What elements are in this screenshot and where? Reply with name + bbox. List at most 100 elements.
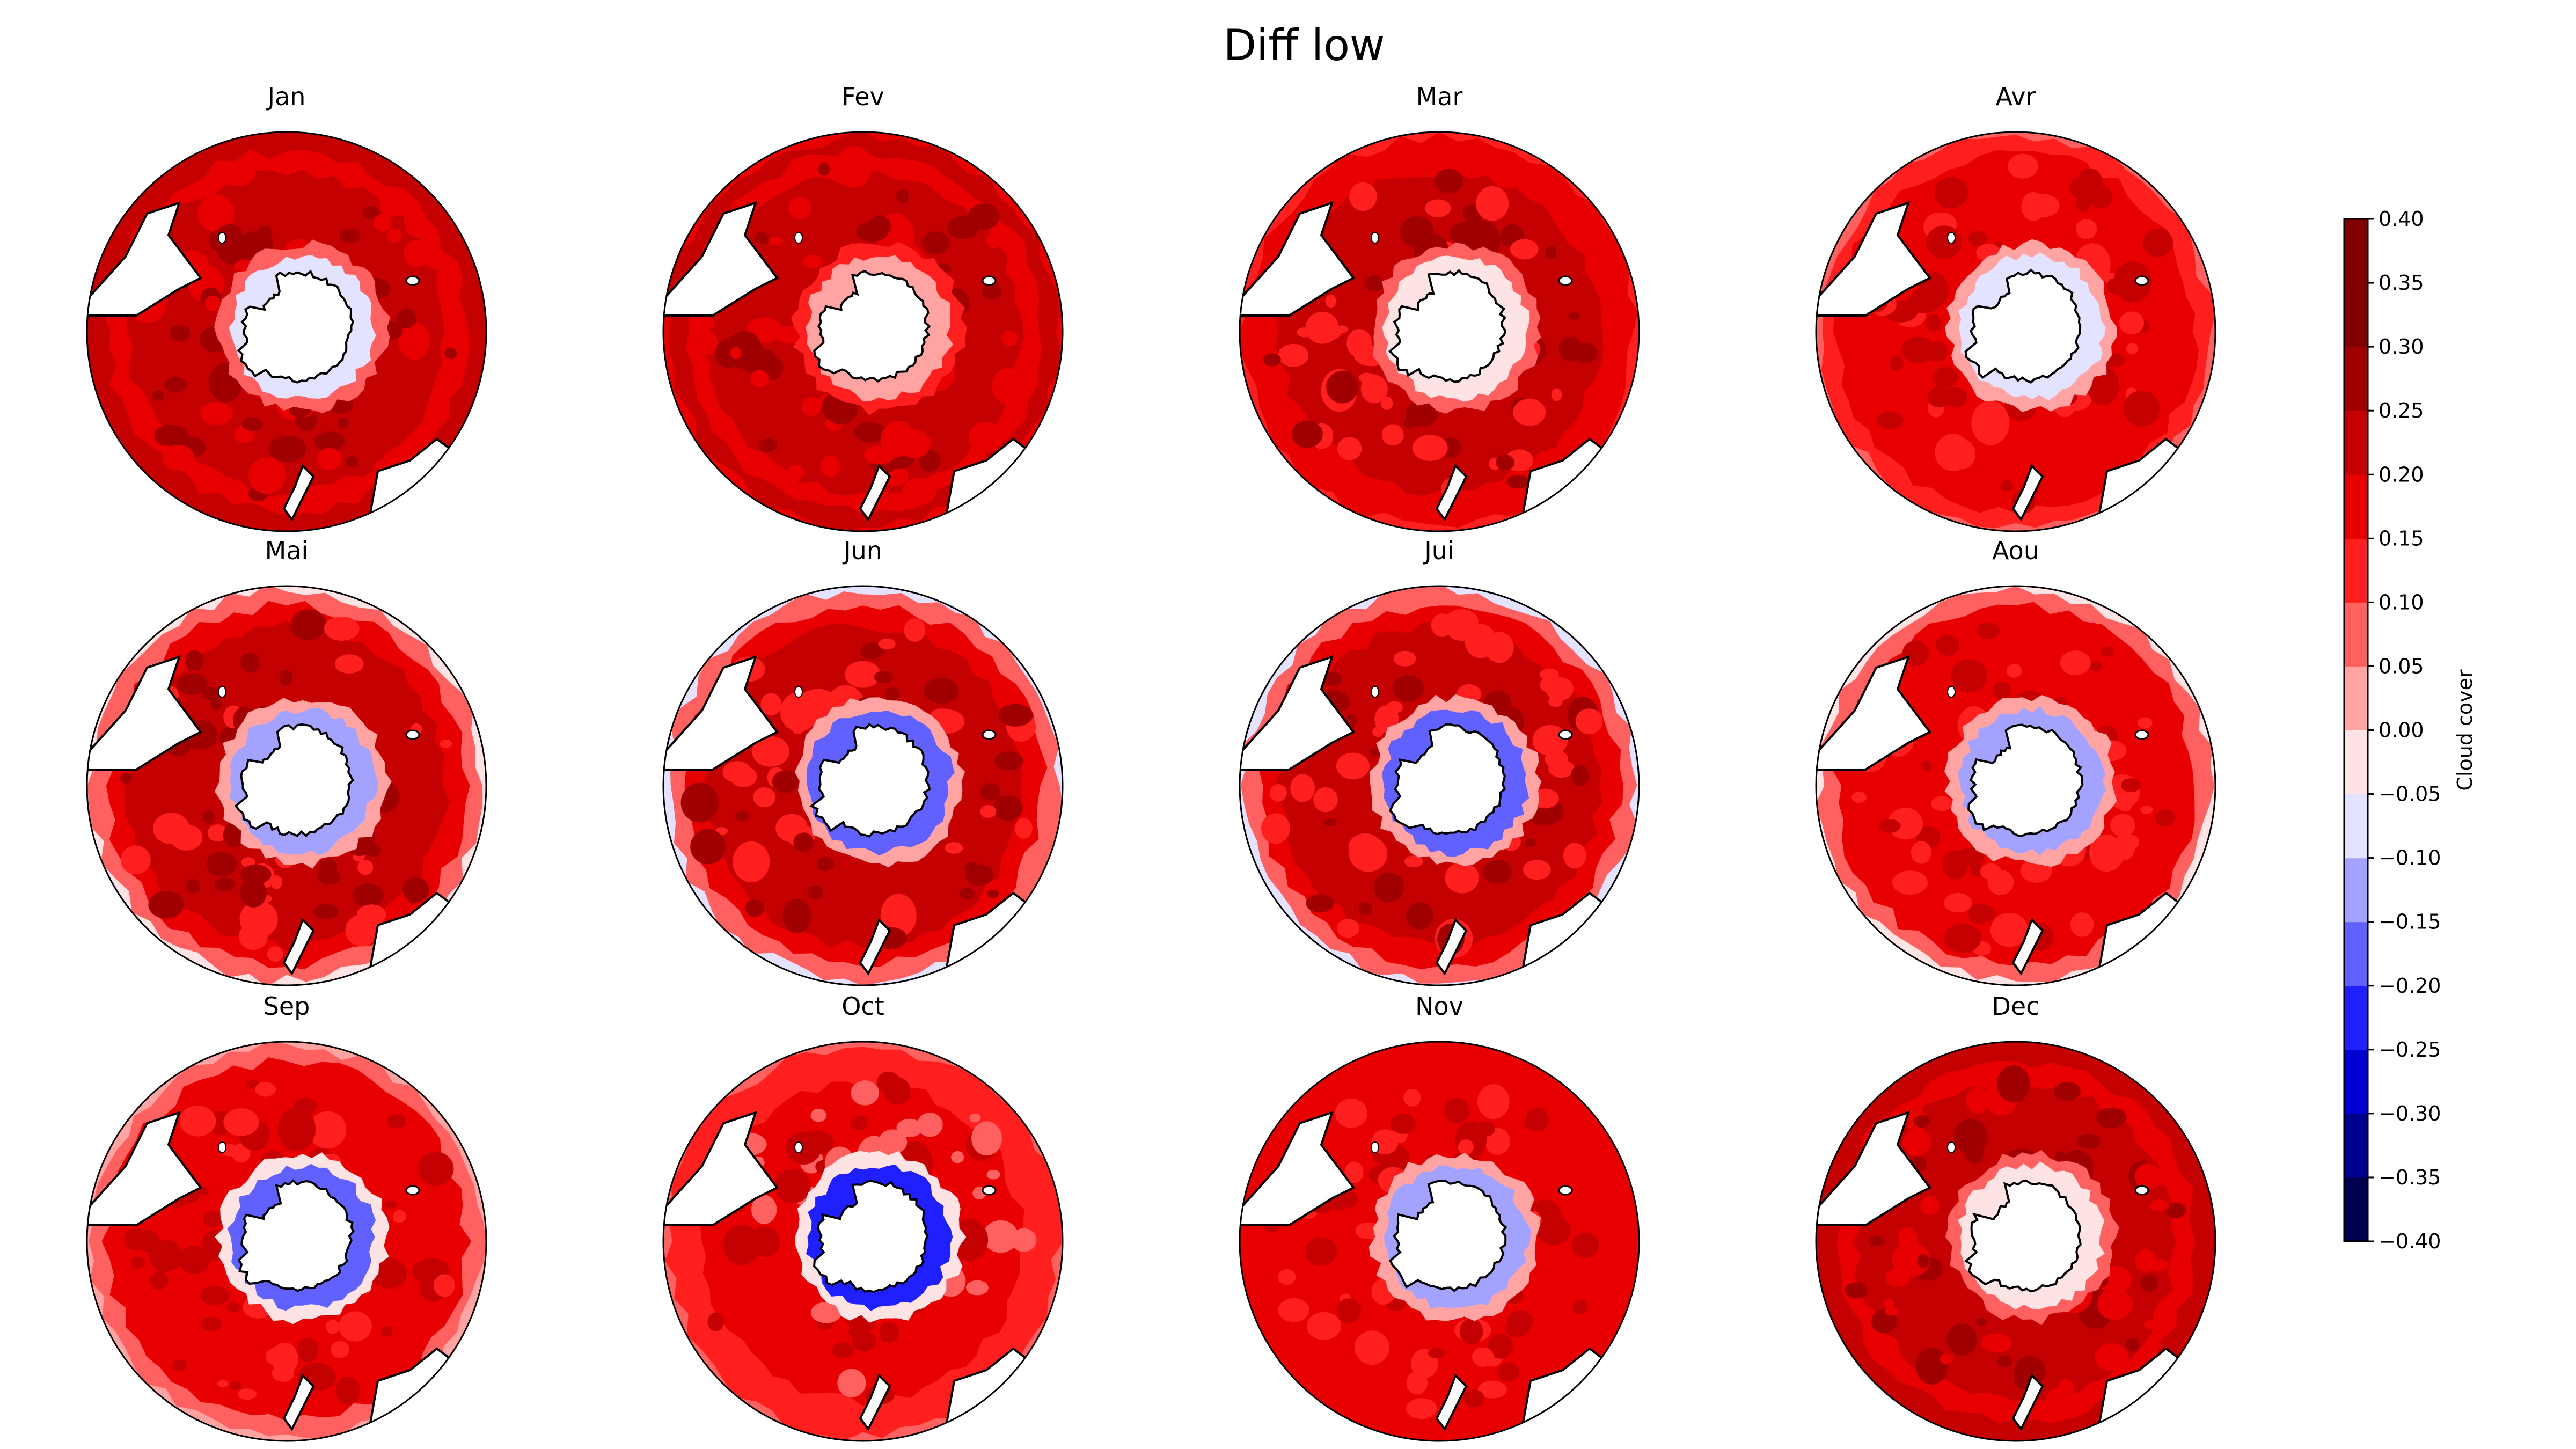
contour-blob — [2137, 717, 2153, 729]
contour-blob — [1575, 708, 1603, 734]
contour-blob — [1482, 860, 1512, 884]
contour-blob — [735, 811, 749, 821]
south-america-coastline — [663, 201, 779, 317]
contour-blob — [1845, 1282, 1868, 1299]
contour-blob — [968, 203, 1000, 230]
island-south-georgia — [794, 232, 803, 244]
contour-blob — [897, 917, 914, 930]
map-boundary — [1815, 1041, 2216, 1442]
contour-blob — [1996, 1065, 2030, 1103]
contour-blob — [863, 445, 895, 465]
contour-blob — [1551, 388, 1562, 401]
island-kerguelen — [2134, 1185, 2149, 1196]
contour-blob — [726, 331, 763, 369]
contour-blob — [267, 946, 283, 962]
contour-blob — [2089, 835, 2125, 872]
contour-blob — [2006, 664, 2022, 678]
contour-blob — [982, 282, 1002, 300]
contour-blob — [1359, 372, 1375, 383]
contour-blob — [1325, 295, 1337, 308]
contour-blob — [745, 899, 765, 917]
contour-blob — [959, 888, 975, 900]
new-zealand-coastline — [859, 918, 891, 976]
contour-blob — [1887, 808, 1923, 840]
contour-blob — [353, 890, 366, 900]
contour-blob — [1540, 677, 1558, 693]
contour-blob — [1381, 424, 1404, 446]
contour-blob — [402, 877, 430, 903]
map-panel: Avr — [1815, 82, 2216, 532]
contour-blob — [2126, 343, 2139, 354]
cloud-cover-field — [87, 132, 486, 531]
contour-blob — [1571, 1232, 1599, 1258]
contour-blob — [1425, 199, 1451, 217]
contour-blob — [162, 445, 195, 471]
contour-blob — [398, 323, 430, 360]
contour-blob — [1869, 1236, 1885, 1246]
island-kerguelen — [1558, 729, 1573, 740]
contour-blob — [1406, 1371, 1428, 1395]
map-panel: Oct — [662, 992, 1064, 1442]
contour-blob — [2101, 646, 2113, 657]
contour-blob — [345, 914, 378, 947]
contour-blob — [1306, 1312, 1341, 1340]
contour-blob — [1278, 1269, 1296, 1285]
new-zealand-coastline — [2011, 918, 2044, 976]
contour-blob — [986, 1169, 1000, 1180]
contour-blob — [801, 397, 822, 416]
contour-blob — [120, 845, 151, 875]
contour-blob — [1950, 659, 1987, 693]
contour-blob — [787, 465, 804, 481]
contour-blob — [802, 255, 824, 268]
island-kerguelen — [2134, 275, 2149, 286]
panel-title: Mar — [1416, 82, 1463, 111]
contour-blob — [2053, 1081, 2081, 1101]
panel-title: Jun — [842, 536, 882, 565]
contour-blob — [1944, 892, 1972, 913]
contour-blob — [1015, 818, 1033, 839]
colorbar-segment — [2344, 1177, 2368, 1242]
map-boundary — [662, 1041, 1064, 1442]
map-boundary — [662, 131, 1064, 532]
contour-blob — [1523, 860, 1551, 880]
contour-blob — [1393, 650, 1416, 667]
contour-blob — [218, 161, 255, 187]
contour-blob — [1545, 246, 1557, 259]
contour-blob — [1975, 1318, 1987, 1327]
contour-blob — [772, 770, 799, 793]
contour-blob — [1525, 838, 1536, 847]
contour-blob — [169, 325, 191, 342]
contour-blob — [433, 1274, 456, 1297]
contour-blob — [2135, 1249, 2157, 1272]
contour-blob — [440, 740, 452, 748]
contour-blob — [373, 214, 391, 232]
contour-blob — [807, 885, 823, 899]
contour-blob — [387, 229, 402, 243]
contour-blob — [749, 1226, 780, 1257]
contour-blob — [279, 670, 293, 686]
contour-blob — [240, 652, 260, 673]
colorbar-segment — [2344, 921, 2368, 986]
contour-blob — [2076, 219, 2097, 239]
contour-blob — [404, 240, 430, 267]
cloud-cover-field — [87, 1042, 486, 1441]
contour-blob — [338, 418, 349, 428]
new-zealand-coastline — [282, 918, 315, 976]
contour-blob — [1944, 924, 1981, 953]
contour-blob — [750, 370, 769, 387]
contour-blob — [1306, 894, 1334, 913]
contour-blob — [393, 1210, 407, 1223]
contour-blob — [1488, 1334, 1513, 1359]
contour-blob — [1391, 1114, 1416, 1134]
contour-blob — [754, 232, 770, 245]
antarctica-coastline — [1389, 723, 1506, 836]
contour-blob — [2119, 803, 2132, 811]
panel-title: Sep — [264, 992, 310, 1021]
new-zealand-coastline — [1435, 464, 1468, 522]
panel-title: Jui — [1423, 536, 1454, 565]
contour-blob — [760, 693, 781, 716]
contour-blob — [1434, 169, 1464, 193]
new-zealand-coastline — [282, 464, 315, 522]
contour-blob — [1992, 681, 2011, 699]
contour-blob — [1450, 221, 1481, 246]
